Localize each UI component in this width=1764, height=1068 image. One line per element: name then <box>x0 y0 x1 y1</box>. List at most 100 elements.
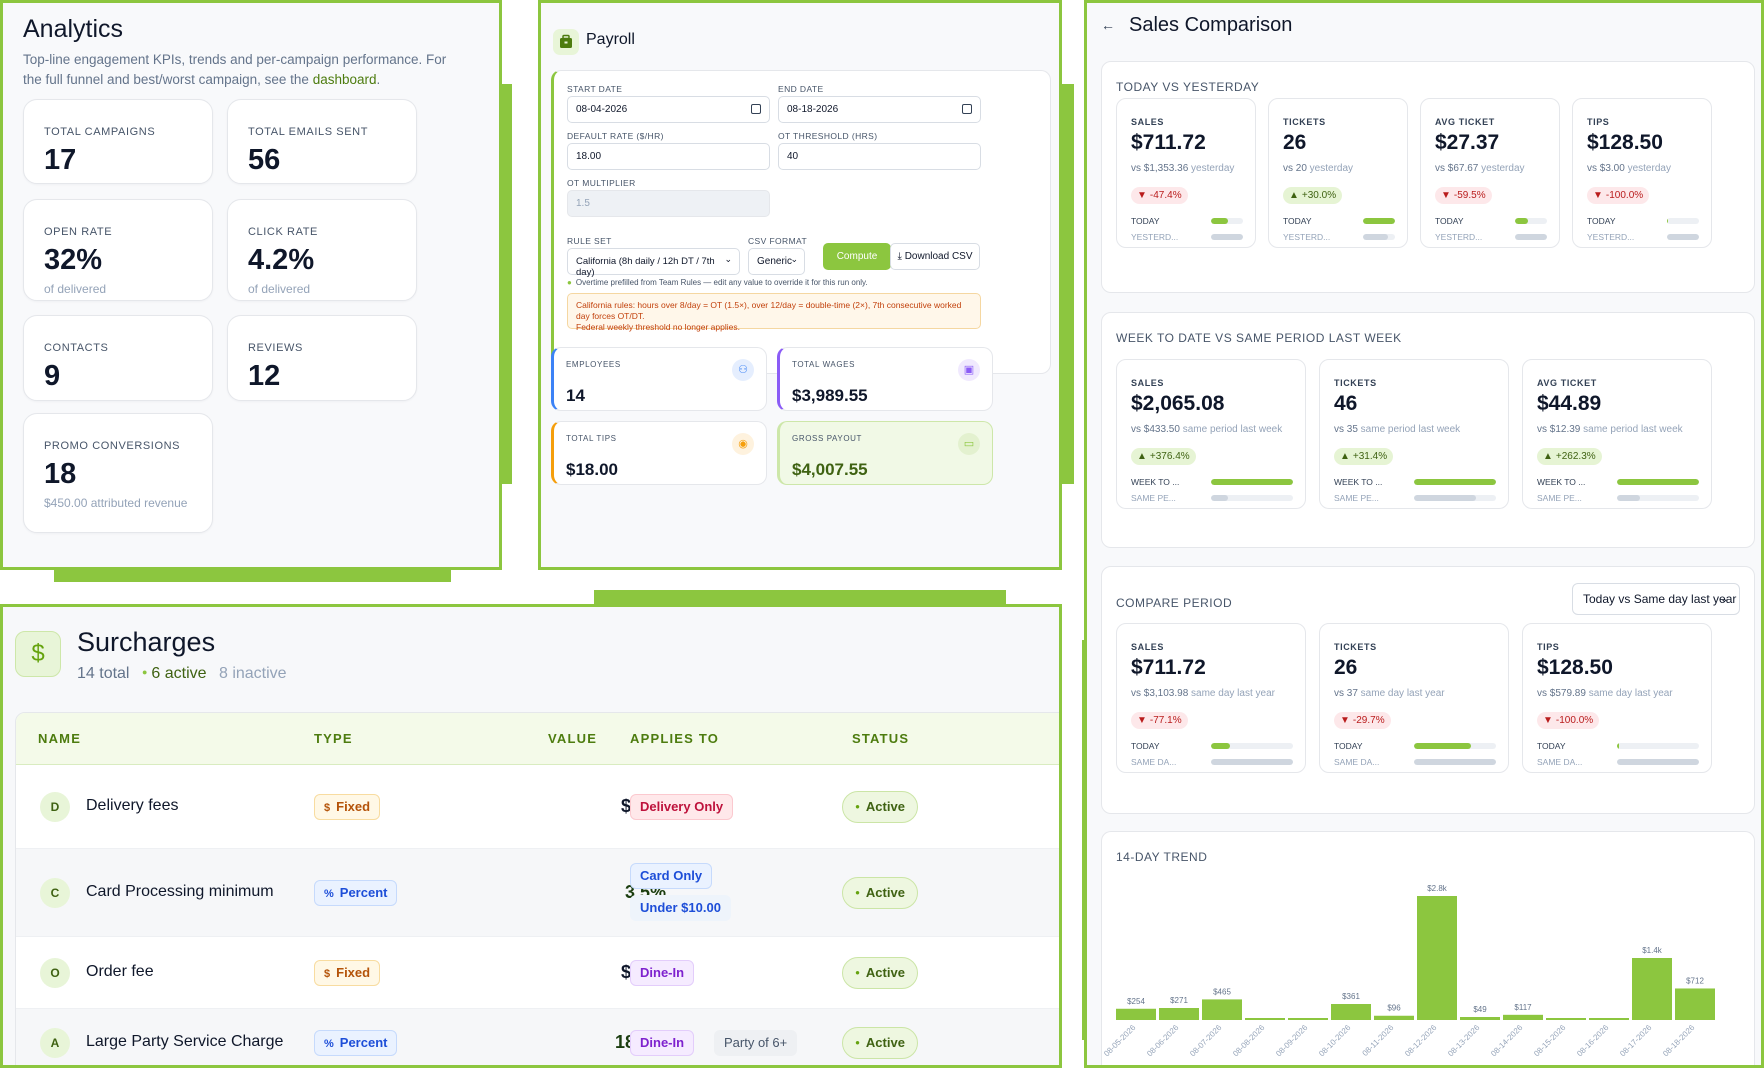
previous-bar <box>1211 759 1293 765</box>
trend-bar[interactable] <box>1460 1017 1500 1020</box>
dollar-icon: $ <box>324 968 331 980</box>
trend-bar[interactable] <box>1116 1008 1156 1020</box>
ot-multiplier-input[interactable]: 1.5 <box>567 190 770 217</box>
bar-label-previous: SAME PE... <box>1334 493 1379 503</box>
delta-value: -77.1% <box>1149 715 1182 726</box>
week-to-date-section: WEEK TO DATE VS SAME PERIOD LAST WEEK SA… <box>1101 312 1755 548</box>
dashboard-link[interactable]: dashboard <box>312 72 377 87</box>
trend-bar[interactable] <box>1503 1014 1543 1020</box>
kpi-label: TIPS <box>1587 117 1610 127</box>
surcharge-counts: 14 total 6 active 8 inactive <box>77 665 287 683</box>
rule-set-select[interactable]: California (8h daily / 12h DT / 7th day)… <box>567 248 740 278</box>
triangle-down-icon: ▼ <box>1543 715 1553 726</box>
comparison-value: vs $433.50 <box>1131 424 1180 435</box>
delta-badge: ▼ -59.5% <box>1435 187 1492 204</box>
applies-badge: Dine-In <box>630 1030 695 1056</box>
delta-badge: ▼ -100.0% <box>1587 187 1650 204</box>
bar-label-current: TODAY <box>1131 216 1160 226</box>
chevron-down-icon: ⌄ <box>790 254 798 264</box>
bar-data-label: $1.4k <box>1642 946 1663 955</box>
trend-bar[interactable] <box>1331 1004 1371 1020</box>
comparison-value: vs $3.00 <box>1587 163 1625 174</box>
x-tick-label: 08-12-2026 <box>1403 1023 1439 1059</box>
status-badge[interactable]: Active <box>842 957 918 989</box>
trend-bar[interactable] <box>1159 1007 1199 1020</box>
column-header-value[interactable]: VALUE <box>548 731 598 746</box>
kpi-label: TOTAL CAMPAIGNS <box>44 126 156 138</box>
kpi-value: 12 <box>248 360 281 392</box>
trend-bar[interactable] <box>1417 896 1457 1020</box>
previous-bar-fill <box>1211 495 1229 501</box>
calendar-icon[interactable] <box>751 104 761 114</box>
delta-value: +31.4% <box>1352 451 1388 462</box>
previous-bar <box>1414 759 1496 765</box>
trend-bar[interactable] <box>1202 999 1242 1020</box>
csv-format-select[interactable]: Generic ⌄ <box>748 248 805 275</box>
calendar-icon[interactable] <box>962 104 972 114</box>
trend-chart: $254 08-05-2026 $271 08-06-2026 $465 08-07-20… <box>1102 884 1715 1059</box>
compute-button[interactable]: Compute <box>823 243 891 270</box>
table-row[interactable]: C Card Processing minimum% Percent 3.5% Card… <box>16 849 1059 937</box>
current-bar-fill <box>1617 479 1699 485</box>
bar-label-previous: SAME DA... <box>1537 757 1583 767</box>
status-badge[interactable]: Active <box>842 877 918 909</box>
column-header-status[interactable]: STATUS <box>852 731 910 746</box>
description-period: . <box>376 72 381 87</box>
bar-label-current: TODAY <box>1537 741 1566 751</box>
kpi-value: $128.50 <box>1587 131 1663 154</box>
ot-threshold-input[interactable]: 40 <box>778 143 981 170</box>
trend-bar[interactable] <box>1589 1018 1629 1020</box>
previous-bar-fill <box>1617 495 1640 501</box>
bar-label-current: TODAY <box>1334 741 1363 751</box>
trend-bar[interactable] <box>1245 1018 1285 1020</box>
trend-bar[interactable] <box>1288 1018 1328 1020</box>
column-header-applies-to[interactable]: APPLIES TO <box>630 731 720 746</box>
trend-bar[interactable] <box>1675 988 1715 1020</box>
default-rate-input[interactable]: 18.00 <box>567 143 770 170</box>
triangle-up-icon: ▲ <box>1543 451 1553 462</box>
triangle-down-icon: ▼ <box>1441 190 1451 201</box>
compare-period-select[interactable]: Today vs Same day last year ⌄ <box>1572 583 1740 615</box>
comparison-value: vs $1,353.36 <box>1131 163 1189 174</box>
comparison-period: same period last week <box>1179 424 1283 435</box>
kpi-card: TIPS $128.50 vs $3.00 yesterday ▼ -100.0% TOD… <box>1572 98 1712 248</box>
kpi-value: $711.72 <box>1131 656 1206 679</box>
trend-section: 14-DAY TREND $254 08-05-2026 $271 08-06-202… <box>1101 831 1755 1065</box>
surcharges-table: NAME TYPE VALUE APPLIES TO STATUS D Deliv… <box>15 712 1059 1065</box>
warning-line-1: California rules: hours over 8/day = OT … <box>576 300 962 321</box>
previous-bar <box>1363 234 1395 240</box>
previous-bar-fill <box>1414 759 1496 765</box>
page-title: Analytics <box>23 15 124 43</box>
applies-badge: Party of 6+ <box>714 1030 798 1056</box>
previous-bar-fill <box>1414 495 1477 501</box>
x-tick-label: 08-09-2026 <box>1274 1023 1310 1059</box>
stat-label: TOTAL WAGES <box>792 360 856 369</box>
trend-bar[interactable] <box>1374 1015 1414 1020</box>
applies-badge: Dine-In <box>630 960 695 986</box>
previous-bar <box>1211 495 1293 501</box>
start-date-input[interactable]: 08-04-2026 <box>567 96 770 123</box>
back-arrow-icon[interactable]: ← <box>1101 17 1115 33</box>
end-date-input[interactable]: 08-18-2026 <box>778 96 981 123</box>
bar-data-label: $271 <box>1170 996 1188 1005</box>
column-header-type[interactable]: TYPE <box>314 731 353 746</box>
bar-label-previous: SAME DA... <box>1131 757 1177 767</box>
status-badge[interactable]: Active <box>842 791 918 823</box>
sales-comparison-panel: ← Sales Comparison TODAY VS YESTERDAY SA… <box>1084 0 1764 1068</box>
frame-bar <box>594 590 1006 604</box>
status-badge[interactable]: Active <box>842 1027 918 1059</box>
trend-bar[interactable] <box>1546 1018 1586 1020</box>
kpi-subtext: of delivered <box>248 282 311 296</box>
column-header-name[interactable]: NAME <box>38 731 82 746</box>
current-bar-fill <box>1515 218 1528 224</box>
end-date-value: 08-18-2026 <box>787 104 839 115</box>
triangle-down-icon: ▼ <box>1137 190 1147 201</box>
kpi-subtext: of delivered <box>44 282 107 296</box>
download-csv-button[interactable]: ⤓ Download CSV <box>890 243 980 270</box>
stat-label: TOTAL TIPS <box>566 434 617 443</box>
trend-bar[interactable] <box>1632 958 1672 1020</box>
bar-data-label: $465 <box>1213 987 1231 996</box>
